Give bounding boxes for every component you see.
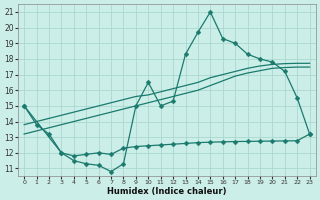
X-axis label: Humidex (Indice chaleur): Humidex (Indice chaleur) [107, 187, 227, 196]
